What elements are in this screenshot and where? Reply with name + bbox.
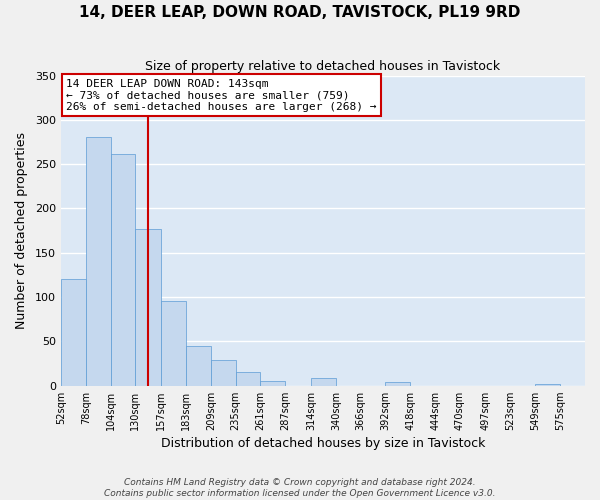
Bar	[86, 136, 110, 386]
Text: 14 DEER LEAP DOWN ROAD: 143sqm
← 73% of detached houses are smaller (759)
26% of: 14 DEER LEAP DOWN ROAD: 143sqm ← 73% of …	[66, 78, 377, 112]
Bar	[161, 300, 186, 386]
Bar	[385, 382, 410, 386]
Title: Size of property relative to detached houses in Tavistock: Size of property relative to detached ho…	[145, 60, 500, 73]
Bar	[186, 346, 211, 386]
Bar	[535, 384, 560, 386]
Y-axis label: Number of detached properties: Number of detached properties	[15, 132, 28, 329]
Bar	[311, 378, 336, 386]
Bar	[110, 154, 136, 386]
Bar	[211, 360, 236, 386]
Bar	[61, 280, 86, 386]
Text: Contains HM Land Registry data © Crown copyright and database right 2024.
Contai: Contains HM Land Registry data © Crown c…	[104, 478, 496, 498]
Bar	[236, 372, 260, 386]
Text: 14, DEER LEAP, DOWN ROAD, TAVISTOCK, PL19 9RD: 14, DEER LEAP, DOWN ROAD, TAVISTOCK, PL1…	[79, 5, 521, 20]
Bar	[136, 229, 161, 386]
Bar	[260, 382, 285, 386]
X-axis label: Distribution of detached houses by size in Tavistock: Distribution of detached houses by size …	[161, 437, 485, 450]
